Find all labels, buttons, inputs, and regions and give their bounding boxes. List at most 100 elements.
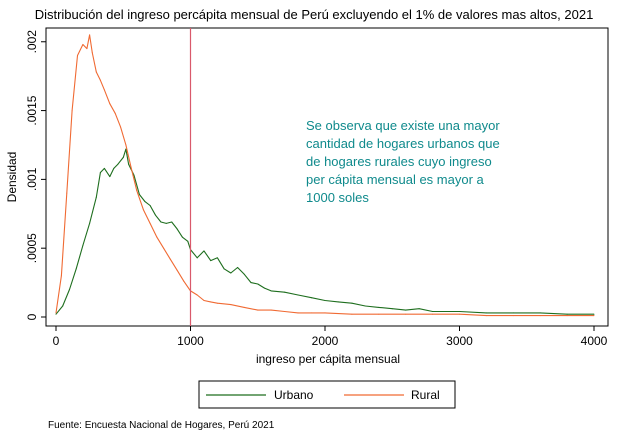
data-point-urbano xyxy=(89,222,91,224)
data-point-rural xyxy=(459,313,460,315)
data-point-urbano xyxy=(181,236,183,238)
data-point-rural xyxy=(593,315,595,317)
data-point-urbano xyxy=(62,305,64,307)
data-point-urbano xyxy=(284,291,286,293)
data-point-urbano xyxy=(133,174,135,176)
data-point-urbano xyxy=(230,272,232,274)
data-point-rural xyxy=(71,110,73,112)
data-point-urbano xyxy=(171,221,173,223)
data-point-rural xyxy=(99,79,101,81)
data-point-rural xyxy=(95,71,97,73)
data-point-urbano xyxy=(216,257,218,259)
data-point-rural xyxy=(55,312,57,314)
data-point-urbano xyxy=(128,163,130,165)
data-point-rural xyxy=(203,299,205,301)
data-point-urbano xyxy=(160,221,162,223)
data-point-urbano xyxy=(364,305,366,307)
data-point-rural xyxy=(378,313,380,315)
data-point-rural xyxy=(183,280,185,282)
y-axis: 0 .0005 .001 .0015 .002 xyxy=(25,30,46,320)
data-point-urbano xyxy=(68,288,70,290)
y-axis-label: Densidad xyxy=(5,152,19,203)
x-axis: 0 1000 2000 3000 4000 xyxy=(53,326,608,348)
data-point-urbano xyxy=(250,282,252,284)
data-point-rural xyxy=(196,294,198,296)
data-point-urbano xyxy=(311,297,313,299)
data-point-rural xyxy=(284,310,286,312)
data-point-urbano xyxy=(149,205,151,207)
series-line-rural xyxy=(55,34,594,317)
data-point-urbano xyxy=(95,196,97,198)
data-point-urbano xyxy=(203,250,205,252)
data-point-urbano xyxy=(55,313,57,315)
data-point-urbano xyxy=(539,312,541,314)
data-point-rural xyxy=(351,313,353,315)
data-point-urbano xyxy=(82,244,84,246)
x-tick-label: 2000 xyxy=(312,334,339,348)
data-point-urbano xyxy=(99,172,101,173)
x-tick-label: 0 xyxy=(53,334,60,348)
data-point-urbano xyxy=(459,310,460,312)
y-tick-label: 0 xyxy=(25,313,39,320)
data-point-rural xyxy=(60,275,62,277)
data-point-rural xyxy=(566,315,568,317)
data-point-urbano xyxy=(117,163,119,165)
data-point-rural xyxy=(270,309,272,311)
data-point-rural xyxy=(77,55,79,57)
data-point-rural xyxy=(130,167,132,169)
data-point-urbano xyxy=(432,310,434,312)
data-point-urbano xyxy=(337,301,339,303)
annotation-line: per cápita mensual es mayor a xyxy=(306,172,485,187)
data-point-rural xyxy=(210,301,212,303)
data-point-rural xyxy=(114,112,116,114)
data-point-urbano xyxy=(165,222,167,224)
data-point-urbano xyxy=(122,156,124,158)
data-point-rural xyxy=(169,258,171,260)
x-tick-label: 1000 xyxy=(177,334,204,348)
annotation-text: Se observa que existe una mayor cantidad … xyxy=(306,118,500,205)
data-point-urbano xyxy=(237,266,239,268)
data-point-rural xyxy=(89,34,91,36)
y-tick-label: .001 xyxy=(25,167,39,191)
data-point-rural xyxy=(91,52,93,54)
data-point-rural xyxy=(120,126,122,128)
data-point-rural xyxy=(103,89,105,91)
data-point-urbano xyxy=(324,299,326,301)
data-point-urbano xyxy=(138,194,140,196)
y-tick-label: .002 xyxy=(25,30,39,54)
data-point-urbano xyxy=(405,309,407,311)
data-point-urbano xyxy=(75,268,77,270)
x-tick-label: 4000 xyxy=(581,334,608,348)
data-point-urbano xyxy=(155,214,157,216)
data-point-urbano xyxy=(566,313,568,315)
data-point-urbano xyxy=(187,240,189,242)
legend-label-urbano: Urbano xyxy=(274,388,314,402)
data-point-urbano xyxy=(103,167,105,169)
legend: Urbano Rural xyxy=(198,380,456,409)
data-point-urbano xyxy=(196,257,198,259)
data-point-rural xyxy=(149,222,151,224)
data-point-urbano xyxy=(378,306,380,308)
data-point-rural xyxy=(125,144,127,146)
data-point-rural xyxy=(142,209,144,211)
data-point-urbano xyxy=(270,290,272,292)
legend-box xyxy=(198,380,456,409)
data-point-urbano xyxy=(257,283,259,285)
data-point-urbano xyxy=(144,200,146,202)
data-point-rural xyxy=(405,313,407,315)
data-point-rural xyxy=(109,103,111,105)
y-tick-label: .0015 xyxy=(25,95,39,125)
data-point-urbano xyxy=(512,312,514,314)
annotation-line: Se observa que existe una mayor xyxy=(306,118,500,133)
data-point-rural xyxy=(156,236,158,238)
data-point-urbano xyxy=(263,287,265,289)
data-point-rural xyxy=(324,312,326,314)
data-point-rural xyxy=(432,313,434,315)
annotation-line: 1000 soles xyxy=(306,190,369,205)
data-point-rural xyxy=(163,247,165,249)
data-point-urbano xyxy=(351,302,353,304)
data-point-urbano xyxy=(176,228,178,230)
data-point-urbano xyxy=(243,273,245,275)
data-point-urbano xyxy=(109,176,111,178)
data-point-rural xyxy=(297,312,299,314)
